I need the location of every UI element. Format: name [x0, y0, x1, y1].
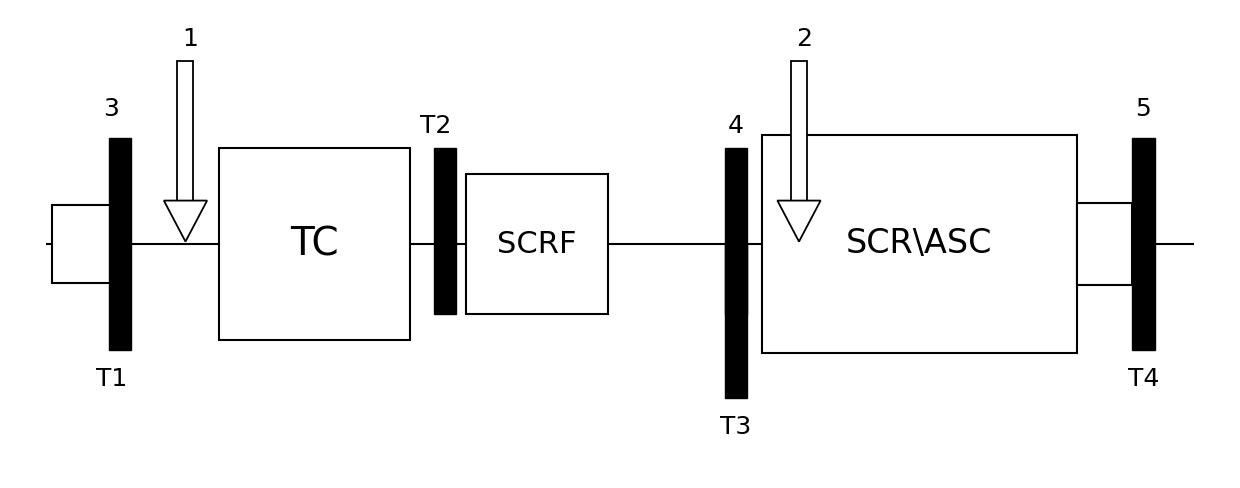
- Text: T4: T4: [1127, 367, 1159, 391]
- Bar: [109, 138, 131, 350]
- Text: 5: 5: [1136, 97, 1151, 121]
- Text: TC: TC: [290, 225, 339, 263]
- Text: T2: T2: [420, 114, 451, 138]
- Text: 4: 4: [728, 114, 744, 138]
- Bar: [434, 147, 456, 314]
- Bar: [725, 147, 748, 314]
- Bar: [52, 205, 120, 283]
- Text: SCRF: SCRF: [497, 229, 577, 259]
- Text: 1: 1: [182, 27, 198, 51]
- Bar: [466, 174, 608, 314]
- Bar: [725, 244, 748, 398]
- Text: 3: 3: [103, 97, 119, 121]
- Polygon shape: [164, 201, 207, 242]
- Polygon shape: [777, 201, 821, 242]
- Text: T3: T3: [720, 415, 751, 439]
- Bar: [1076, 203, 1132, 285]
- Bar: [1132, 138, 1154, 350]
- Text: 2: 2: [796, 27, 812, 51]
- Bar: [218, 147, 410, 341]
- Bar: [761, 136, 1076, 352]
- Text: SCR\ASC: SCR\ASC: [846, 227, 992, 261]
- Bar: [791, 61, 807, 201]
- Bar: [177, 61, 193, 201]
- Text: T1: T1: [95, 367, 126, 391]
